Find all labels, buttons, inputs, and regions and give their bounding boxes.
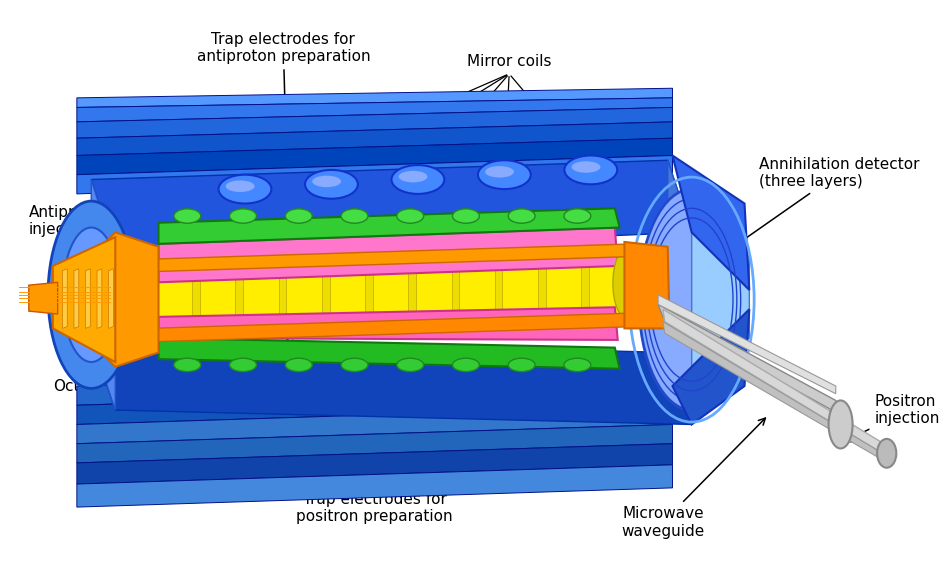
Ellipse shape <box>572 161 600 173</box>
Polygon shape <box>77 444 672 484</box>
Ellipse shape <box>478 160 530 189</box>
Polygon shape <box>672 156 749 290</box>
Polygon shape <box>668 160 691 424</box>
Ellipse shape <box>341 358 368 372</box>
Polygon shape <box>192 269 200 331</box>
Polygon shape <box>85 269 90 328</box>
Polygon shape <box>663 322 887 463</box>
Polygon shape <box>77 122 672 156</box>
Ellipse shape <box>63 228 120 362</box>
Polygon shape <box>63 269 67 328</box>
Ellipse shape <box>509 358 535 372</box>
Polygon shape <box>77 465 672 507</box>
Polygon shape <box>101 232 158 367</box>
Polygon shape <box>77 367 672 405</box>
Polygon shape <box>538 266 545 328</box>
Polygon shape <box>624 242 670 328</box>
Ellipse shape <box>285 358 313 372</box>
Ellipse shape <box>485 166 514 178</box>
Ellipse shape <box>174 209 201 223</box>
Polygon shape <box>77 405 672 444</box>
Polygon shape <box>28 283 58 314</box>
Polygon shape <box>158 208 619 244</box>
Ellipse shape <box>285 209 313 223</box>
Ellipse shape <box>313 175 341 187</box>
Ellipse shape <box>397 209 423 223</box>
Polygon shape <box>77 88 672 108</box>
Polygon shape <box>158 307 617 340</box>
Ellipse shape <box>399 171 427 182</box>
Polygon shape <box>691 232 749 367</box>
Polygon shape <box>77 424 672 463</box>
Polygon shape <box>77 138 672 175</box>
Polygon shape <box>91 160 691 256</box>
Polygon shape <box>74 269 79 328</box>
Ellipse shape <box>391 165 444 194</box>
Ellipse shape <box>305 170 358 199</box>
Polygon shape <box>236 269 243 330</box>
Ellipse shape <box>613 248 640 318</box>
Polygon shape <box>149 313 639 342</box>
Polygon shape <box>91 338 691 424</box>
Text: Trap electrodes for
antihydrogen production: Trap electrodes for antihydrogen product… <box>96 332 295 460</box>
Ellipse shape <box>174 358 201 372</box>
Polygon shape <box>278 268 286 330</box>
Polygon shape <box>149 250 627 333</box>
Polygon shape <box>91 179 116 410</box>
Ellipse shape <box>48 201 134 389</box>
Polygon shape <box>658 295 836 394</box>
Text: Antiproton
injection: Antiproton injection <box>28 205 109 285</box>
Polygon shape <box>77 98 672 122</box>
Text: Positron
injection: Positron injection <box>845 394 939 442</box>
Polygon shape <box>109 269 114 328</box>
Polygon shape <box>77 156 672 194</box>
Ellipse shape <box>397 358 423 372</box>
Ellipse shape <box>877 439 896 468</box>
Ellipse shape <box>219 175 272 204</box>
Polygon shape <box>408 267 416 329</box>
Ellipse shape <box>639 189 744 410</box>
Ellipse shape <box>229 209 257 223</box>
Ellipse shape <box>229 358 257 372</box>
Ellipse shape <box>564 156 617 184</box>
Polygon shape <box>77 386 672 424</box>
Polygon shape <box>53 237 116 362</box>
Ellipse shape <box>453 358 479 372</box>
Text: Mirror coils: Mirror coils <box>467 54 551 69</box>
Polygon shape <box>663 309 885 455</box>
Text: Trap electrodes for
antiproton preparation: Trap electrodes for antiproton preparati… <box>197 32 370 218</box>
Ellipse shape <box>829 401 852 449</box>
Polygon shape <box>494 267 503 328</box>
Text: Octupole: Octupole <box>53 354 145 394</box>
Polygon shape <box>158 338 619 369</box>
Polygon shape <box>322 268 330 329</box>
Ellipse shape <box>225 181 255 192</box>
Polygon shape <box>581 266 589 328</box>
Text: Microwave
waveguide: Microwave waveguide <box>621 418 765 538</box>
Polygon shape <box>672 309 749 424</box>
Polygon shape <box>97 269 102 328</box>
Polygon shape <box>452 267 459 329</box>
Polygon shape <box>658 305 841 415</box>
Ellipse shape <box>341 209 368 223</box>
Ellipse shape <box>509 209 535 223</box>
Polygon shape <box>365 267 373 329</box>
Text: Trap electrodes for
positron preparation: Trap electrodes for positron preparation <box>296 361 453 524</box>
Polygon shape <box>77 108 672 138</box>
Polygon shape <box>149 244 639 272</box>
Ellipse shape <box>563 358 591 372</box>
Ellipse shape <box>453 209 479 223</box>
Ellipse shape <box>563 209 591 223</box>
Text: Annihilation detector
(three layers): Annihilation detector (three layers) <box>709 157 920 263</box>
Polygon shape <box>158 228 617 283</box>
